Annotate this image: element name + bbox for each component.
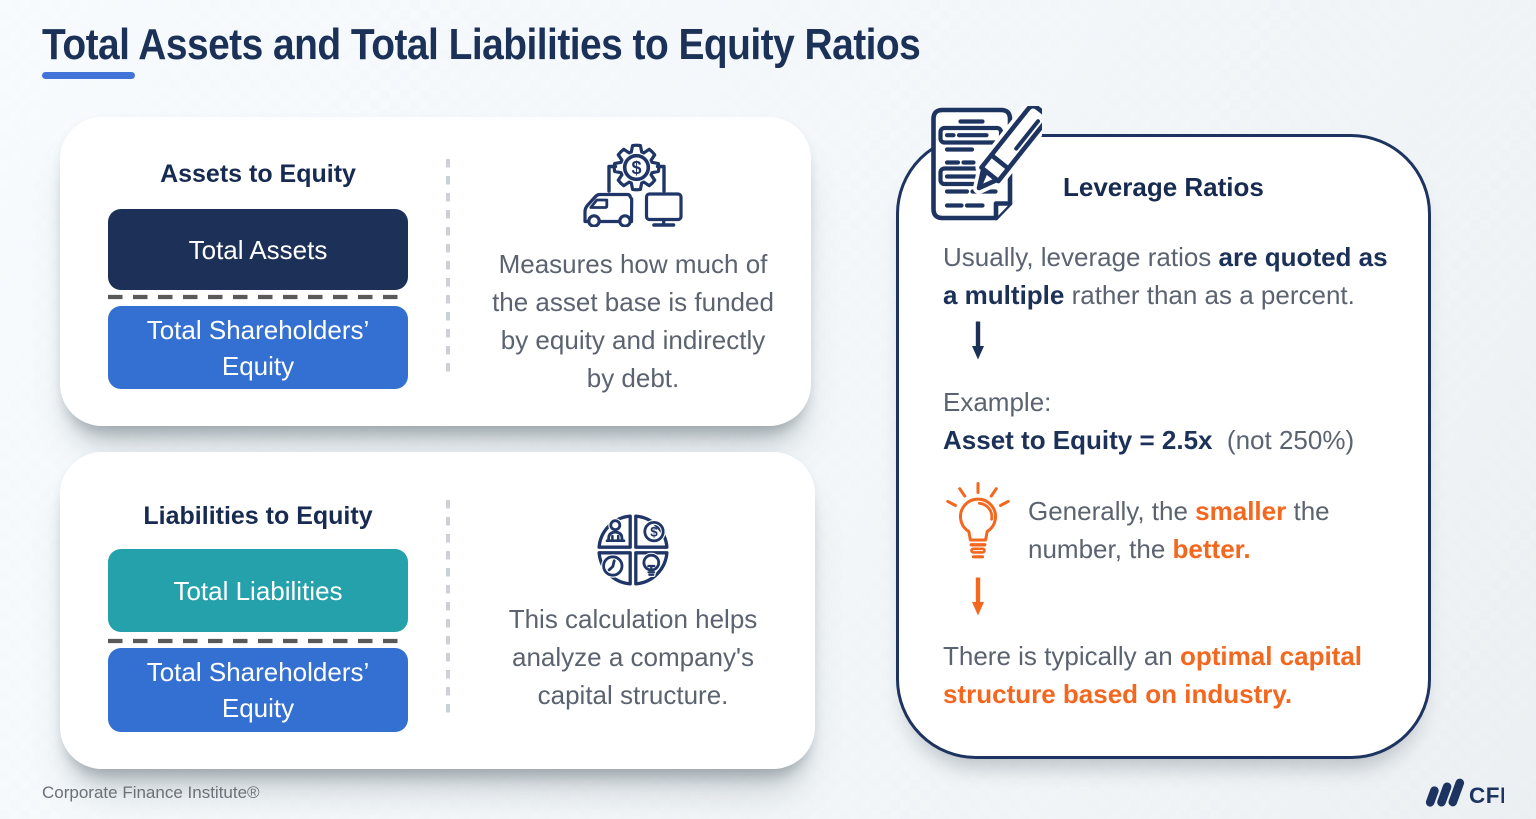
svg-text:CFI: CFI <box>1469 783 1504 808</box>
svg-text:$: $ <box>650 524 658 539</box>
svg-text:$: $ <box>631 158 641 178</box>
